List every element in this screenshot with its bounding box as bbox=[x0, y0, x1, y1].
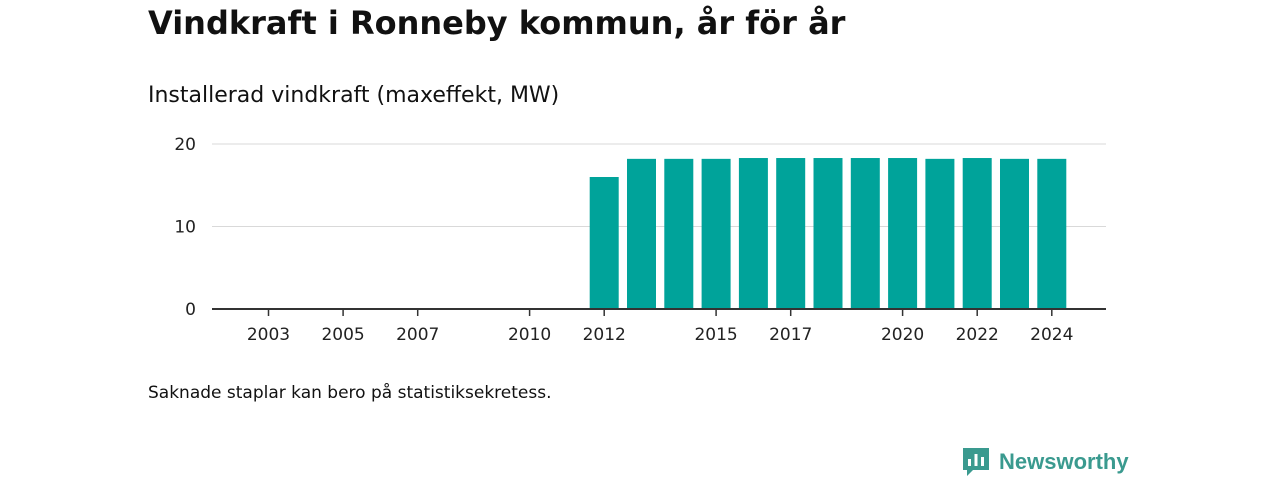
axes: 0 10 20 2003 2005 2007 2010 2012 2015 2017 2020 202… bbox=[174, 135, 1106, 345]
x-tick-label: 2010 bbox=[508, 325, 551, 345]
bar-2015 bbox=[701, 158, 731, 309]
grid-lines bbox=[212, 143, 1106, 227]
bar-2020 bbox=[888, 158, 918, 309]
bar-2021 bbox=[925, 158, 955, 309]
bar-2016 bbox=[738, 158, 768, 309]
y-tick-label: 0 bbox=[185, 300, 196, 320]
bar-2013 bbox=[627, 158, 656, 309]
x-tick-label: 2015 bbox=[694, 325, 737, 345]
x-tick-label: 2017 bbox=[769, 325, 812, 345]
footnote: Saknade staplar kan bero på statistiksek… bbox=[148, 383, 552, 403]
bar-2022 bbox=[962, 158, 992, 309]
x-tick-label: 2020 bbox=[881, 325, 924, 345]
bar-2024 bbox=[1037, 158, 1067, 309]
bar-2019 bbox=[850, 158, 880, 309]
chart-title: Vindkraft i Ronneby kommun, år för år bbox=[148, 4, 846, 42]
x-tick-label: 2007 bbox=[396, 325, 439, 345]
x-tick-label: 2012 bbox=[583, 325, 626, 345]
y-tick-label: 20 bbox=[174, 135, 196, 155]
bars bbox=[589, 158, 1067, 309]
brand-name: Newsworthy bbox=[999, 449, 1129, 474]
bar-2012 bbox=[589, 177, 619, 309]
brand-logo: Newsworthy bbox=[961, 446, 1129, 478]
x-tick-label: 2022 bbox=[956, 325, 999, 345]
chart-subtitle: Installerad vindkraft (maxeffekt, MW) bbox=[148, 83, 560, 108]
bar-2018 bbox=[813, 158, 843, 309]
bar-2017 bbox=[776, 158, 806, 309]
newsworthy-logo-icon bbox=[963, 448, 989, 476]
bar-2023 bbox=[1000, 158, 1029, 309]
x-tick-label: 2005 bbox=[321, 325, 364, 345]
x-tick-label: 2003 bbox=[247, 325, 290, 345]
bar-2014 bbox=[664, 158, 694, 309]
y-tick-label: 10 bbox=[174, 218, 196, 238]
x-tick-label: 2024 bbox=[1030, 325, 1073, 345]
